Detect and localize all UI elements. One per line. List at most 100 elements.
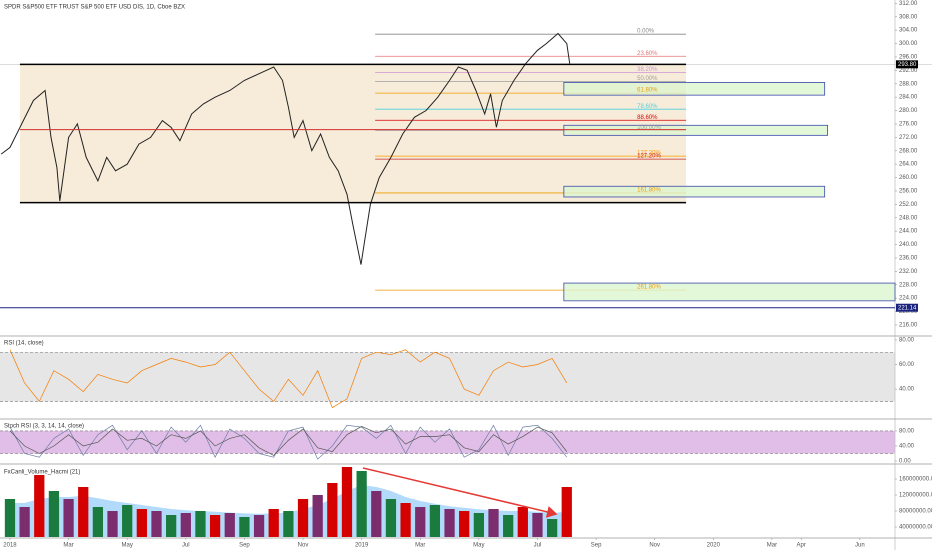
volume-bar <box>268 509 279 537</box>
chart-title: SPDR S&P500 ETF TRUST S&P 500 ETF USD DI… <box>4 5 185 11</box>
fib-label: 261.80% <box>637 285 661 291</box>
volume-bar <box>385 499 397 537</box>
volume-bar <box>78 487 89 537</box>
volume-bar <box>253 515 265 537</box>
volume-bar <box>63 499 74 537</box>
y-tick-label: 288.00 <box>899 81 918 87</box>
price-tag-label: 293.80 <box>898 62 917 68</box>
volume-bar <box>459 511 470 537</box>
volume-bar <box>136 509 147 537</box>
x-tick-label: Mar <box>767 543 777 549</box>
volume-bar <box>48 491 60 537</box>
target-zone <box>563 185 826 198</box>
volume-bar <box>546 519 558 537</box>
price-tag-label: 221.14 <box>898 305 917 311</box>
y-tick-label: 280.00 <box>899 108 918 114</box>
volume-bar <box>107 511 118 537</box>
volume-bar <box>209 515 221 537</box>
x-tick-label: 2020 <box>707 543 721 549</box>
volume-bar <box>4 499 16 537</box>
pane-title: Stoch RSI (3, 3, 14, 14, close) <box>4 424 84 430</box>
y-tick-label: 232.00 <box>899 269 918 275</box>
fib-label: 61.80% <box>637 88 658 94</box>
y-tick-label: 284.00 <box>899 95 918 101</box>
y-tick-label: 40000000.00 <box>899 525 932 531</box>
volume-bar <box>151 511 162 537</box>
y-tick-label: 0.00 <box>899 459 911 465</box>
band <box>0 352 895 402</box>
y-tick-label: 264.00 <box>899 162 918 168</box>
volume-bar <box>34 475 45 537</box>
y-tick-label: 216.00 <box>899 323 918 329</box>
y-tick-label: 248.00 <box>899 215 918 221</box>
y-tick-label: 80000000.00 <box>899 509 932 515</box>
y-tick-label: 40.00 <box>899 387 915 393</box>
fib-label: 88.60% <box>637 115 658 121</box>
volume-bar <box>180 513 191 537</box>
fib-label: 127.20% <box>637 151 661 157</box>
x-tick-label: Jul <box>534 543 542 549</box>
volume-bar <box>415 507 426 537</box>
x-tick-label: Nov <box>298 543 309 549</box>
volume-bar <box>283 511 294 537</box>
y-tick-label: 300.00 <box>899 41 918 47</box>
price-tag <box>896 60 918 69</box>
volume-bar <box>444 509 455 537</box>
y-tick-label: 260.00 <box>899 175 918 181</box>
price-line <box>0 32 571 265</box>
fib-label: 161.80% <box>637 188 661 194</box>
fib-label: 100.00% <box>637 125 661 131</box>
volume-bar <box>195 511 206 537</box>
y-tick-label: 296.00 <box>899 55 918 61</box>
y-tick-label: 228.00 <box>899 282 918 288</box>
volume-bar <box>356 471 367 537</box>
y-tick-label: 252.00 <box>899 202 918 208</box>
volume-bar <box>224 513 235 537</box>
x-tick-label: Jun <box>855 543 865 549</box>
y-tick-label: 80.00 <box>899 338 915 344</box>
x-tick-label: Jul <box>182 543 190 549</box>
volume-bar <box>341 467 353 537</box>
pane-title: RSI (14, close) <box>4 341 44 347</box>
fib-label: 50.00% <box>637 76 658 82</box>
band <box>0 430 895 454</box>
y-tick-label: 224.00 <box>899 296 918 302</box>
x-tick-label: May <box>473 543 484 549</box>
fib-label: 127.20% <box>637 154 661 160</box>
price-line <box>9 349 568 409</box>
y-tick-label: 312.00 <box>899 1 918 7</box>
x-tick-label: Sep <box>239 543 250 549</box>
fib-label: 23.60% <box>637 51 658 57</box>
volume-bar <box>239 517 250 537</box>
fib-label: 78.60% <box>637 104 658 110</box>
x-tick-label: 2019 <box>355 543 369 549</box>
price-line <box>9 426 568 456</box>
x-tick-label: Nov <box>649 543 660 549</box>
y-tick-label: 60.00 <box>899 362 915 368</box>
y-tick-label: 80.00 <box>899 428 915 434</box>
volume-bar <box>19 507 30 537</box>
target-zone <box>563 124 828 136</box>
price-line <box>9 424 568 460</box>
target-zone <box>563 282 896 302</box>
volume-bar <box>312 495 323 537</box>
volume-ma-area <box>9 485 567 537</box>
volume-bar <box>532 513 543 537</box>
y-tick-label: 220.00 <box>899 309 918 315</box>
volume-bar <box>400 503 411 537</box>
y-tick-label: 244.00 <box>899 229 918 235</box>
y-tick-label: 236.00 <box>899 256 918 262</box>
volume-bar <box>327 483 338 537</box>
fib-label: 38.20% <box>637 67 658 73</box>
y-tick-label: 120000000.00 <box>899 493 932 499</box>
y-tick-label: 304.00 <box>899 28 918 34</box>
y-tick-label: 308.00 <box>899 14 918 20</box>
x-tick-label: Mar <box>415 543 425 549</box>
y-tick-label: 240.00 <box>899 242 918 248</box>
target-zone <box>563 82 826 96</box>
pane-title: FxCanli_Volume_Hacmi (21) <box>4 470 80 476</box>
volume-bar <box>166 515 177 537</box>
y-tick-label: 292.00 <box>899 68 918 74</box>
